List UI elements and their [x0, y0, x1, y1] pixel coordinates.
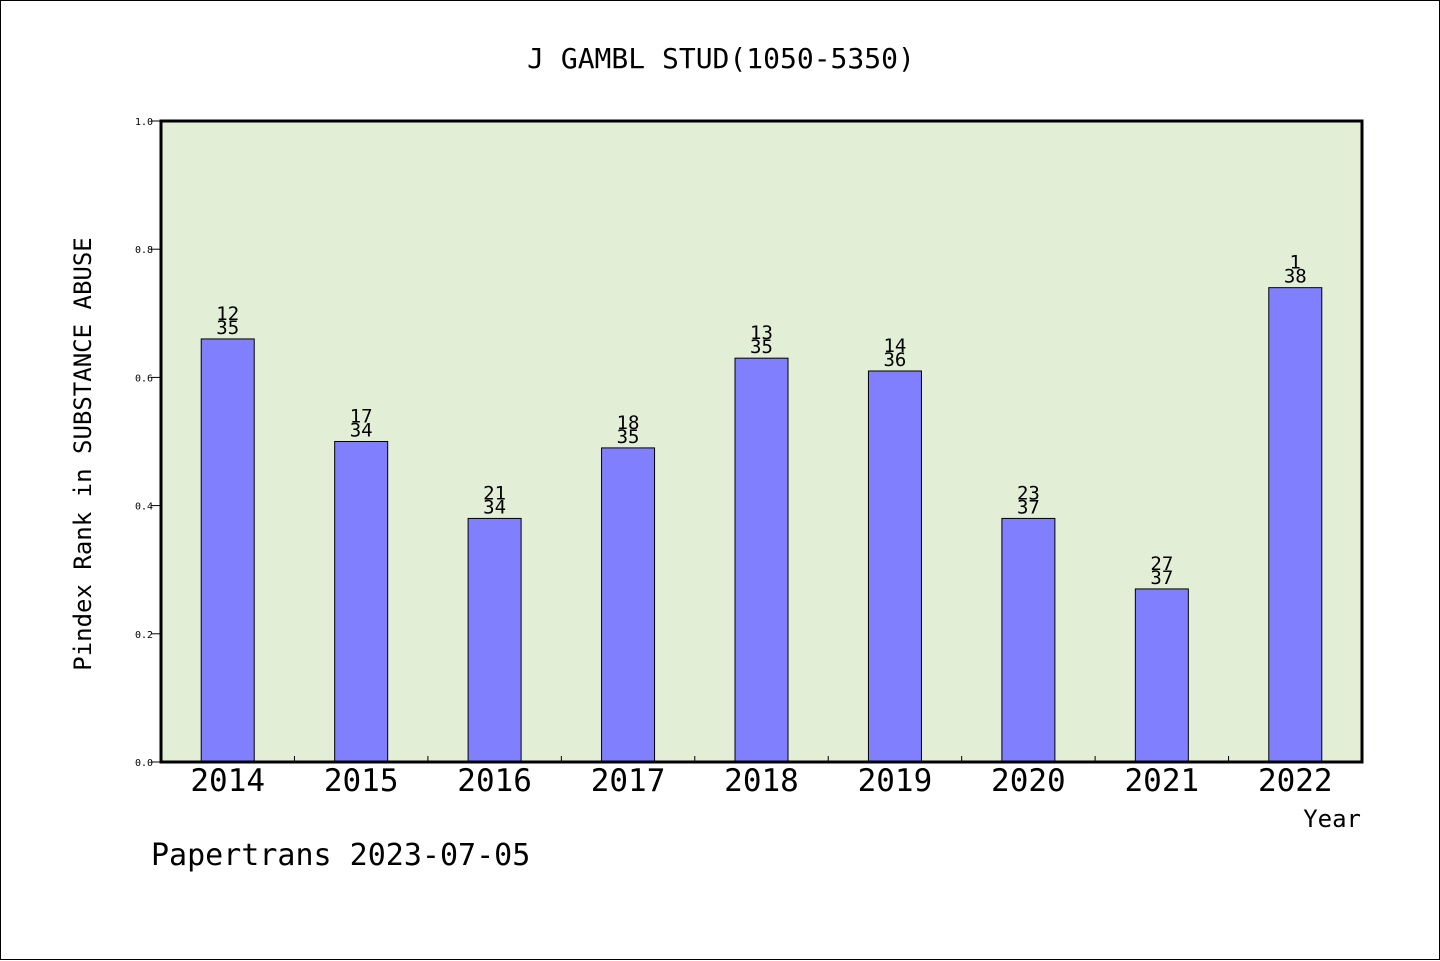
bar-2017 [601, 447, 656, 763]
bar-label-top-2022: 1 [1290, 252, 1301, 274]
bar-label-bottom-2020: 37 [1017, 496, 1040, 518]
x-axis-label: Year [1303, 805, 1361, 833]
bar-label-top-2017: 18 [617, 412, 640, 434]
x-tick-label-2014: 2014 [190, 763, 265, 799]
x-tick-label-2019: 2019 [858, 763, 933, 799]
bar-2019 [867, 370, 922, 763]
bar-2016 [467, 517, 522, 763]
bar-label-top-2015: 17 [350, 406, 373, 428]
bar-label-bottom-2019: 36 [883, 349, 906, 371]
bar-2018 [734, 357, 789, 763]
y-tick-label-0.2: 0.2 [135, 630, 153, 641]
bar-label-bottom-2022: 38 [1284, 266, 1307, 288]
bar-label-top-2019: 14 [883, 335, 906, 357]
bar-label-bottom-2014: 35 [216, 317, 239, 339]
bar-2015 [334, 441, 389, 763]
footer-text: Papertrans 2023-07-05 [151, 838, 530, 873]
x-tick-label-2017: 2017 [591, 763, 666, 799]
y-tick-label-1.0: 1.0 [135, 117, 153, 128]
bar-label-top-2014: 12 [216, 303, 239, 325]
x-axis: 2014 2015 2016 2017 2018 2019 2020 2021 2022 [190, 756, 1333, 799]
bar-label-top-2021: 27 [1150, 553, 1173, 575]
y-tick-label-0.0: 0.0 [135, 758, 153, 769]
bar-label-bottom-2017: 35 [617, 426, 640, 448]
chart-title: J GAMBL STUD(1050-5350) [527, 42, 915, 75]
y-tick-label-0.4: 0.4 [135, 502, 153, 513]
x-tick-label-2021: 2021 [1125, 763, 1200, 799]
y-tick-label-0.8: 0.8 [135, 245, 153, 256]
x-tick-label-2016: 2016 [457, 763, 532, 799]
bar-2014 [200, 338, 255, 763]
bar-label-top-2018: 13 [750, 322, 773, 344]
bar-label-bottom-2016: 34 [483, 496, 506, 518]
bars-group [200, 287, 1323, 763]
bar-2022 [1268, 287, 1323, 763]
bar-label-top-2020: 23 [1017, 482, 1040, 504]
y-axis-label: Pindex Rank in SUBSTANCE ABUSE [69, 237, 97, 670]
bar-label-bottom-2018: 35 [750, 336, 773, 358]
bar-label-bottom-2021: 37 [1150, 567, 1173, 589]
x-tick-label-2022: 2022 [1258, 763, 1333, 799]
y-axis: 0.0 0.2 0.4 0.6 0.8 1.0 [135, 117, 161, 769]
bar-2021 [1134, 588, 1189, 763]
bar-label-top-2016: 21 [483, 482, 506, 504]
x-tick-label-2015: 2015 [324, 763, 399, 799]
plot-border [159, 119, 1364, 764]
bar-label-bottom-2015: 34 [350, 420, 373, 442]
y-tick-label-0.6: 0.6 [135, 373, 153, 384]
bar-2020 [1001, 517, 1056, 763]
x-tick-label-2018: 2018 [724, 763, 799, 799]
x-tick-label-2020: 2020 [991, 763, 1066, 799]
